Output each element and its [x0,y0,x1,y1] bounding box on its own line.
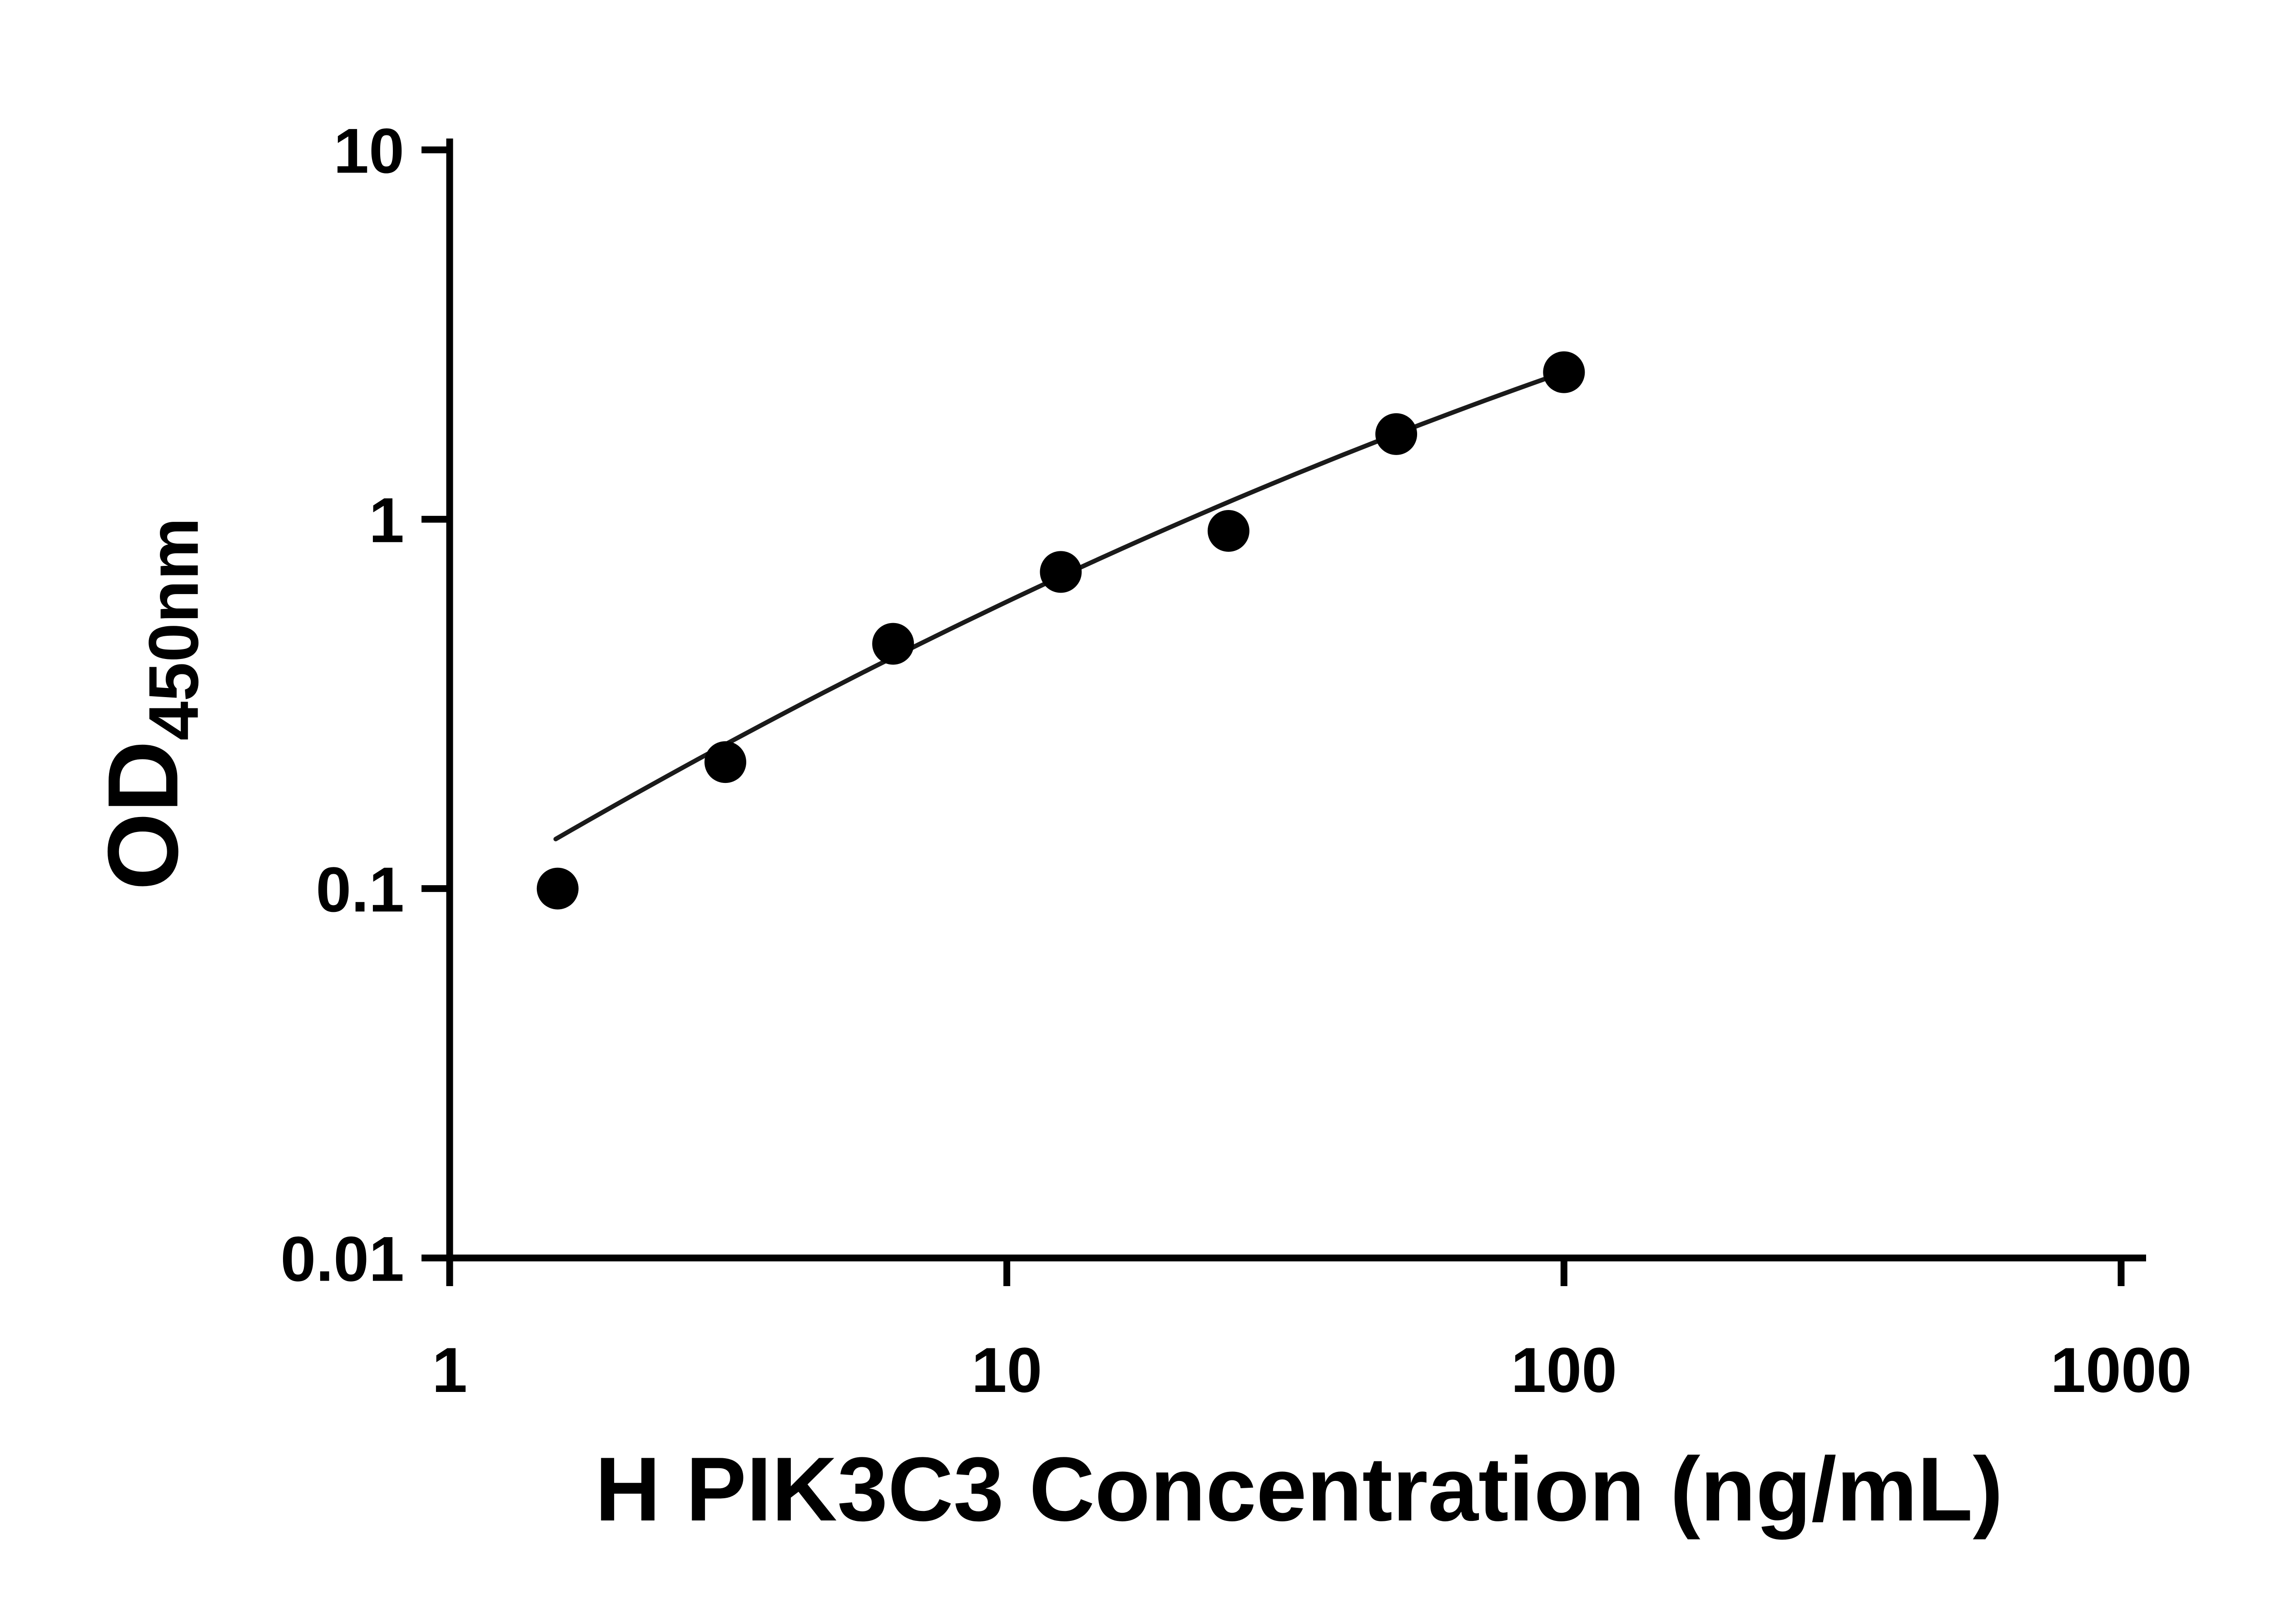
x-axis-title: H PIK3C3 Concentration (ng/mL) [595,1439,2003,1540]
data-point [1375,413,1418,455]
data-point [872,623,914,665]
y-tick-label: 0.1 [316,854,404,925]
y-tick-label: 1 [369,485,404,556]
y-tick-label: 10 [333,115,404,186]
data-point [704,741,747,783]
data-point [536,867,579,910]
y-axis-title-text: OD [87,740,199,891]
y-tick-label: 0.01 [281,1223,404,1294]
y-axis-title-subscript: 450nm [134,517,213,741]
data-point [1207,510,1250,552]
x-tick-label: 10 [972,1334,1042,1406]
data-point [1040,551,1082,593]
x-tick-label: 1 [432,1334,467,1406]
x-tick-label: 1000 [2050,1334,2192,1406]
y-axis-title: OD450nm [86,517,214,890]
x-tick-label: 100 [1511,1334,1617,1406]
data-point [1543,351,1585,393]
